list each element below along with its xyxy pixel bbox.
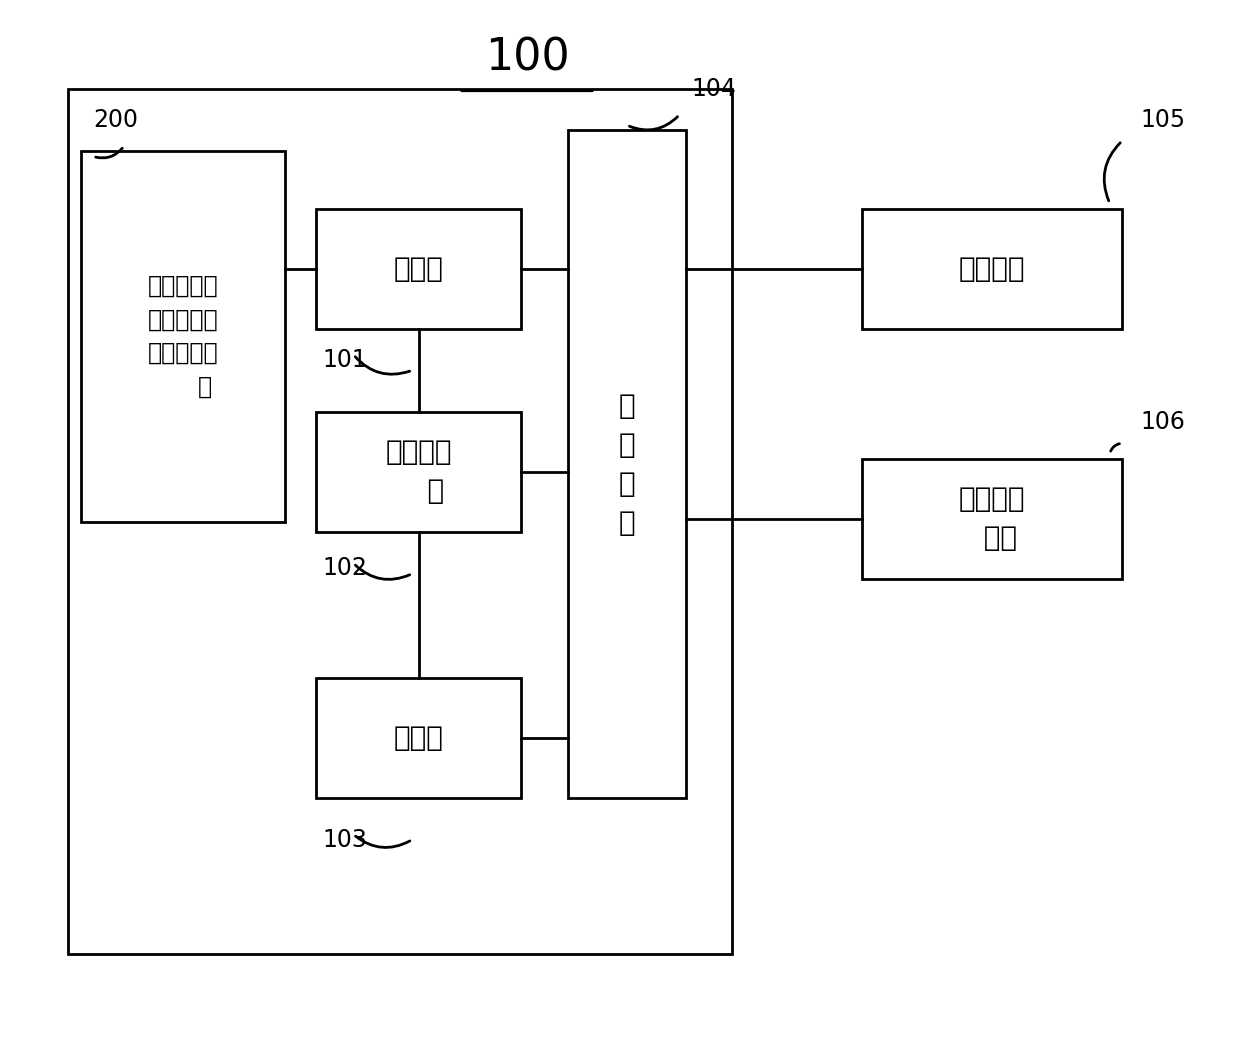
Text: 基于避障传
感器的叉车
货物存取装
      置: 基于避障传 感器的叉车 货物存取装 置 bbox=[148, 274, 218, 398]
Bar bbox=[316, 412, 521, 532]
Bar bbox=[862, 209, 1122, 329]
Bar bbox=[68, 89, 732, 954]
Bar bbox=[316, 678, 521, 798]
Text: 输入输出
  单元: 输入输出 单元 bbox=[959, 485, 1025, 553]
Text: 104: 104 bbox=[692, 76, 737, 101]
Text: 处理器: 处理器 bbox=[393, 724, 444, 752]
Text: 存储控制
    器: 存储控制 器 bbox=[386, 438, 451, 506]
Text: 存储器: 存储器 bbox=[393, 254, 444, 283]
Text: 105: 105 bbox=[1141, 107, 1185, 132]
Text: 101: 101 bbox=[322, 347, 367, 372]
Bar bbox=[316, 209, 521, 329]
Text: 显示单元: 显示单元 bbox=[959, 254, 1025, 283]
Bar bbox=[81, 151, 285, 522]
Text: 外
设
接
口: 外 设 接 口 bbox=[619, 391, 635, 537]
Text: 102: 102 bbox=[322, 556, 367, 581]
Text: 200: 200 bbox=[93, 107, 138, 132]
Text: 106: 106 bbox=[1141, 410, 1185, 435]
Text: 100: 100 bbox=[485, 37, 569, 79]
Bar bbox=[862, 459, 1122, 579]
Bar bbox=[568, 130, 686, 798]
Text: 103: 103 bbox=[322, 827, 367, 852]
